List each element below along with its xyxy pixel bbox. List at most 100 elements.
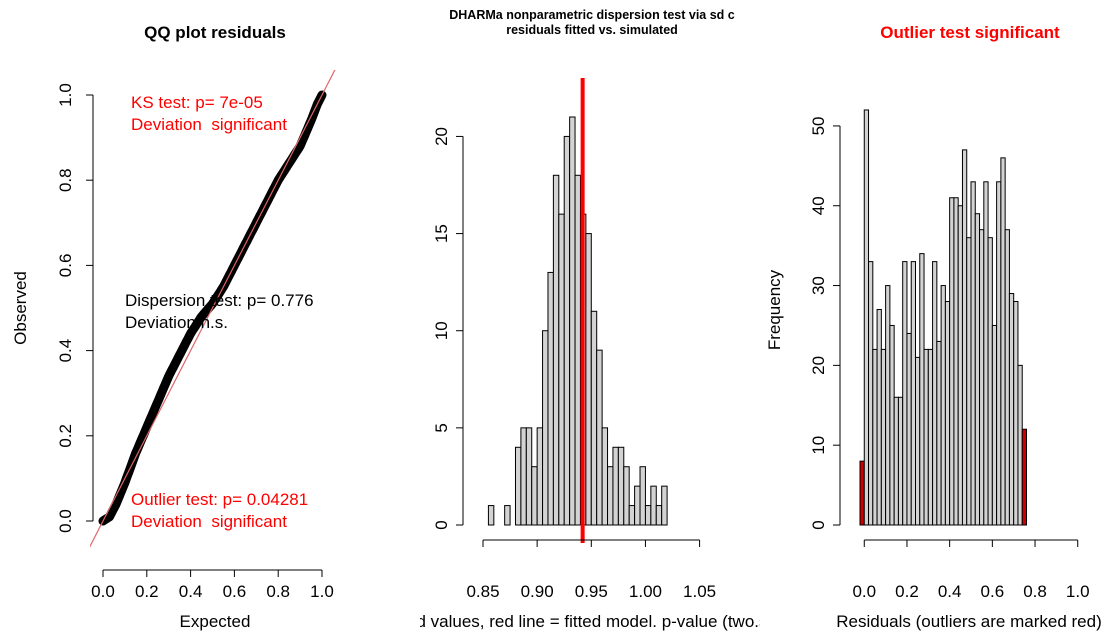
residual-bar-34 [1000, 157, 1006, 526]
residual-bar-36 [1008, 293, 1015, 526]
dispersion-bar-5 [504, 505, 511, 526]
qq-x-tick-label-0-2: 0.2 [135, 582, 159, 601]
qq-annotation-1-line-2: Deviation significant [131, 115, 287, 134]
dispersion-bar-32 [650, 485, 657, 526]
outlier-y-tick-label-0: 0 [809, 520, 828, 529]
outlier-plot-title: Outlier test significant [880, 23, 1060, 42]
dispersion-bar-25 [612, 446, 619, 526]
dispersion-x-tick-label-1-00: 1.00 [629, 582, 662, 601]
outlier-y-axis-label: Frequency [765, 269, 784, 350]
dispersion-title-line-2: residuals fitted vs. simulated [506, 23, 678, 37]
residual-bar-19 [936, 340, 942, 526]
dispersion-bar-24 [607, 466, 614, 526]
qq-reference-line [90, 70, 336, 548]
outlier-y-tick-label-20: 20 [809, 356, 828, 375]
residual-bar-3 [868, 261, 874, 526]
outlier-y-tick-label-50: 50 [809, 116, 828, 135]
qq-reference-line-group [90, 70, 336, 548]
residual-bar-24 [957, 205, 963, 526]
dispersion-histogram-panel: DHARMa nonparametric dispersion test via… [420, 8, 760, 631]
residual-bar-29 [979, 229, 985, 526]
dispersion-y-tick-label-20: 20 [432, 127, 451, 146]
residual-bar-16 [923, 348, 929, 526]
outlier-x-tick-label-0-4: 0.4 [938, 582, 962, 601]
dispersion-title-line-1: DHARMa nonparametric dispersion test via… [449, 8, 735, 22]
residual-bar-22 [949, 197, 955, 526]
dispersion-bar-20 [585, 233, 592, 526]
outlier-y-tick-label-10: 10 [809, 436, 828, 455]
residual-bar-18 [932, 261, 938, 526]
qq-annotation-2-line-2: Deviation n.s. [125, 313, 228, 332]
residual-bar-25 [961, 149, 968, 526]
dispersion-bar-18 [574, 174, 581, 526]
dispersion-bar-30 [639, 466, 646, 526]
qq-y-tick-label-1-0: 1.0 [56, 83, 75, 107]
qq-x-tick-label-0-6: 0.6 [223, 582, 247, 601]
residual-bar-15 [919, 253, 925, 526]
dispersion-bar-33 [655, 505, 663, 526]
residual-bar-28 [974, 213, 981, 526]
dispersion-y-tick-label-0: 0 [432, 520, 451, 529]
qq-y-tick-label-0-6: 0.6 [56, 254, 75, 278]
dispersion-x-tick-label-0-90: 0.90 [521, 582, 554, 601]
dispersion-bar-34 [661, 485, 668, 526]
dispersion-y-tick-label-10: 10 [432, 321, 451, 340]
qq-x-tick-label-0-4: 0.4 [179, 582, 203, 601]
dispersion-bar-17 [569, 116, 576, 526]
residual-bar-5 [876, 309, 882, 526]
residual-bar-32 [991, 324, 998, 526]
qq-y-tick-label-0-2: 0.2 [56, 424, 75, 448]
dispersion-bar-26 [617, 446, 625, 526]
qq-annotation-2-line-1: Dispersion test: p= 0.776 [125, 291, 314, 310]
dispersion-bar-12 [542, 330, 549, 526]
qq-plot-title: QQ plot residuals [144, 23, 286, 42]
dispersion-bar-27 [623, 466, 630, 526]
residual-bar-21 [944, 301, 951, 526]
residual-bar-31 [987, 237, 993, 526]
dispersion-y-tick-label-5: 5 [432, 423, 451, 432]
dispersion-bar-8 [520, 427, 527, 526]
outlier-bar-1 [859, 460, 865, 526]
qq-x-tick-label-1-0: 1.0 [310, 582, 334, 601]
residual-bar-9 [893, 396, 899, 526]
dispersion-bar-31 [644, 505, 652, 526]
residual-bar-17 [927, 348, 934, 526]
outlier-y-tick-label-40: 40 [809, 196, 828, 215]
dispersion-x-tick-label-0-85: 0.85 [466, 582, 499, 601]
qq-y-axis-label: Observed [11, 271, 30, 345]
dispersion-x-tick-label-1-05: 1.05 [683, 582, 716, 601]
qq-annotation-3-line-2: Deviation significant [131, 512, 287, 531]
residual-bar-30 [983, 181, 989, 526]
qq-y-tick-label-0-4: 0.4 [56, 339, 75, 363]
qq-x-tick-label-0-8: 0.8 [266, 582, 290, 601]
residual-bar-26 [966, 237, 972, 526]
residual-bar-6 [880, 348, 887, 526]
residual-bar-23 [953, 197, 959, 526]
residual-bar-10 [897, 396, 904, 526]
outlier-y-tick-label-30: 30 [809, 276, 828, 295]
residual-bar-33 [996, 181, 1002, 526]
qq-x-axis-label: Expected [180, 612, 251, 631]
dispersion-bar-21 [590, 310, 598, 526]
residual-bar-20 [940, 285, 946, 526]
dispersion-bar-13 [547, 271, 554, 526]
dispersion-bar-10 [531, 466, 538, 526]
residual-bar-8 [889, 324, 895, 526]
dispersion-bar-7 [514, 446, 522, 526]
dispersion-bar-2 [487, 505, 495, 526]
dispersion-y-tick-label-15: 15 [432, 224, 451, 243]
qq-plot-panel: QQ plot residuals 0.0 0.2 0.4 0.6 0.8 1.0 0.0 0.… [11, 23, 336, 631]
residual-bar-4 [872, 348, 878, 526]
outlier-x-axis-label: Residuals (outliers are marked red) [836, 612, 1102, 631]
dispersion-bar-15 [558, 213, 565, 526]
residual-bar-14 [915, 356, 921, 526]
dispersion-bar-28 [628, 505, 636, 526]
outlier-bar-39 [1021, 428, 1028, 526]
dispersion-bar-22 [596, 349, 603, 526]
dispersion-bar-9 [525, 427, 533, 526]
dispersion-bar-11 [536, 427, 544, 526]
outlier-x-tick-label-0-6: 0.6 [981, 582, 1005, 601]
residual-bar-38 [1017, 364, 1023, 526]
